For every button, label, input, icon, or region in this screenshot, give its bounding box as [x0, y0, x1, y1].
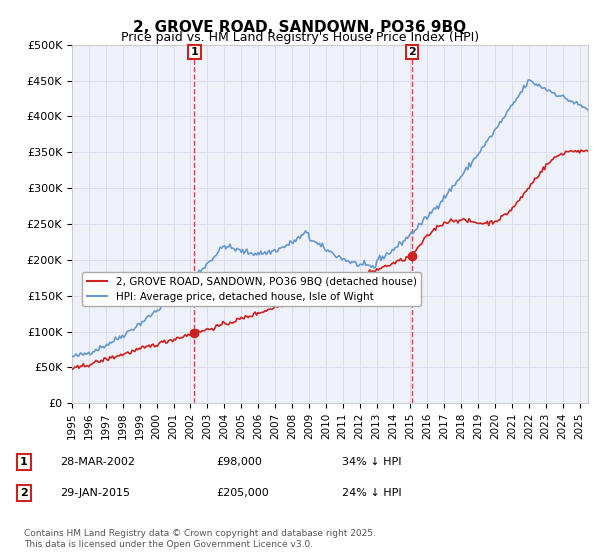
Text: £98,000: £98,000 [216, 457, 262, 467]
Text: 2: 2 [20, 488, 28, 498]
Text: 29-JAN-2015: 29-JAN-2015 [60, 488, 130, 498]
Text: £205,000: £205,000 [216, 488, 269, 498]
Text: Contains HM Land Registry data © Crown copyright and database right 2025.
This d: Contains HM Land Registry data © Crown c… [24, 529, 376, 549]
Text: 34% ↓ HPI: 34% ↓ HPI [342, 457, 401, 467]
Text: 24% ↓ HPI: 24% ↓ HPI [342, 488, 401, 498]
Legend: 2, GROVE ROAD, SANDOWN, PO36 9BQ (detached house), HPI: Average price, detached : 2, GROVE ROAD, SANDOWN, PO36 9BQ (detach… [82, 272, 421, 306]
Text: 2: 2 [408, 47, 416, 57]
Text: 28-MAR-2002: 28-MAR-2002 [60, 457, 135, 467]
Text: Price paid vs. HM Land Registry's House Price Index (HPI): Price paid vs. HM Land Registry's House … [121, 31, 479, 44]
Text: 1: 1 [191, 47, 199, 57]
Text: 2, GROVE ROAD, SANDOWN, PO36 9BQ: 2, GROVE ROAD, SANDOWN, PO36 9BQ [133, 20, 467, 35]
Text: 1: 1 [20, 457, 28, 467]
